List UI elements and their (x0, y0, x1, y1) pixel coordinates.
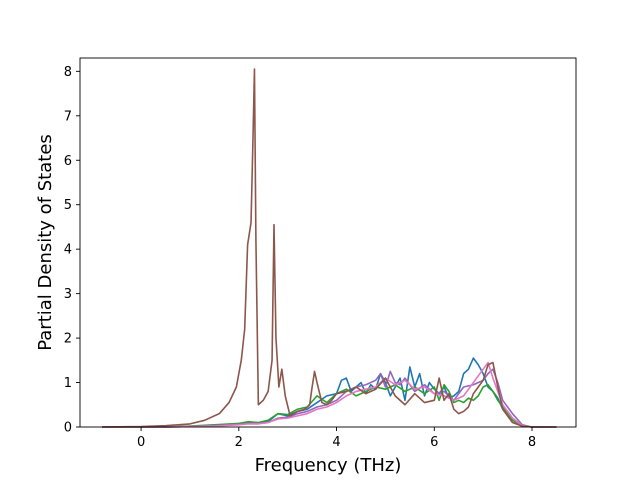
y-tick-label: 1 (64, 376, 72, 391)
y-tick-label: 6 (64, 154, 72, 169)
y-axis-label: Partial Density of States (35, 134, 56, 351)
x-tick-label: 0 (137, 435, 145, 450)
series-line-2 (101, 383, 557, 428)
axes-frame (79, 57, 577, 428)
series-line-4 (101, 361, 557, 428)
series-line-3 (101, 368, 557, 428)
series-line-5 (101, 68, 557, 428)
y-tick-label: 7 (64, 109, 72, 124)
x-axis-ticks: 0 2 4 6 8 (137, 427, 536, 450)
y-axis-ticks: 0 1 2 3 4 5 6 7 8 (64, 65, 80, 436)
x-axis-label: Frequency (THz) (255, 455, 402, 476)
y-tick-label: 8 (64, 65, 72, 80)
x-tick-label: 8 (528, 435, 536, 450)
x-tick-label: 2 (235, 435, 243, 450)
y-tick-label: 3 (64, 287, 72, 302)
y-tick-label: 0 (64, 421, 72, 436)
x-tick-label: 4 (332, 435, 340, 450)
plot-lines (101, 68, 557, 428)
y-tick-label: 4 (64, 243, 72, 258)
x-tick-label: 6 (430, 435, 438, 450)
y-tick-label: 5 (64, 198, 72, 213)
series-line-1 (101, 357, 557, 428)
y-tick-label: 2 (64, 332, 72, 347)
